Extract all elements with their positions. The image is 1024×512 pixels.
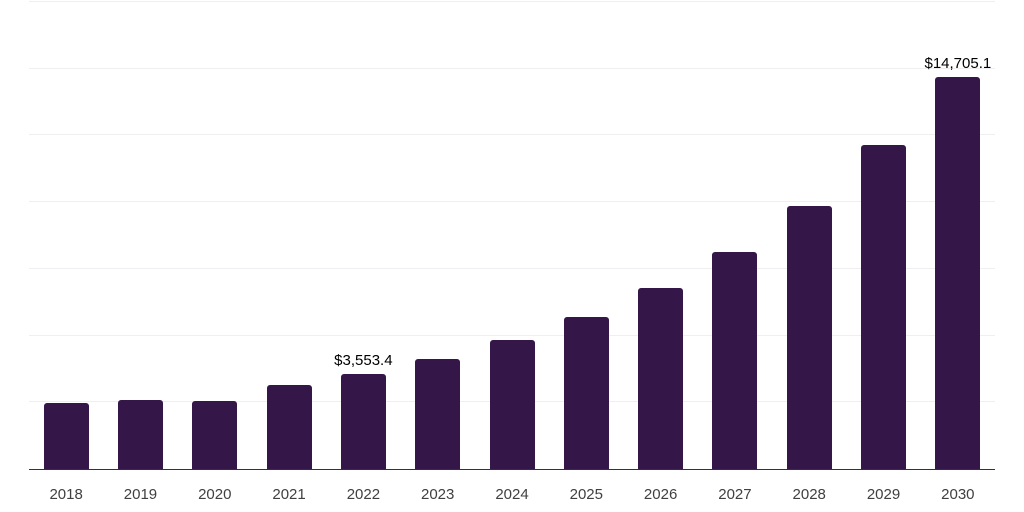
bar-2021 [266, 385, 312, 469]
plot-area: $3,553.4 $14,705.1 [29, 0, 995, 470]
bar-2024 [489, 339, 535, 469]
bar-2020 [192, 400, 238, 469]
x-axis-label-2030: 2030 [941, 486, 975, 503]
bar-2030 [935, 76, 981, 469]
x-axis-label-2028: 2028 [792, 486, 826, 503]
x-axis-label-2029: 2029 [866, 486, 901, 503]
x-axis-label-2025: 2025 [569, 486, 603, 503]
x-axis-label-2024: 2024 [495, 486, 529, 503]
x-axis-label-2018: 2018 [49, 486, 83, 503]
x-axis-label-2023: 2023 [421, 486, 455, 503]
bar-2025 [563, 316, 609, 469]
gridline [29, 267, 995, 269]
x-axis-label-2022: 2022 [346, 486, 381, 503]
bar-2029 [861, 145, 907, 469]
x-axis-label-2026: 2026 [643, 486, 678, 503]
bar-value-label-2022: $3,553.4 [334, 352, 393, 370]
x-axis-label-2021: 2021 [272, 486, 306, 503]
bar-2028 [786, 205, 832, 469]
bar-2026 [638, 287, 684, 469]
bar-2027 [712, 251, 758, 469]
gridline [29, 1, 995, 2]
bar-2023 [415, 359, 461, 469]
x-axis-label-2027: 2027 [718, 486, 752, 503]
gridline [29, 334, 995, 336]
bar-2018 [43, 403, 89, 469]
bar-2022 [340, 374, 386, 469]
gridline [29, 134, 995, 136]
gridline [29, 201, 995, 203]
bar-2019 [117, 399, 163, 469]
bar-value-label-2030: $14,705.1 [924, 54, 992, 72]
gridline [29, 67, 995, 69]
x-axis-label-2019: 2019 [123, 486, 158, 503]
x-axis-label-2020: 2020 [198, 486, 232, 503]
x-axis: 2018 2019 2020 2021 2022 2023 2024 2025 2026 2027… [29, 484, 995, 504]
